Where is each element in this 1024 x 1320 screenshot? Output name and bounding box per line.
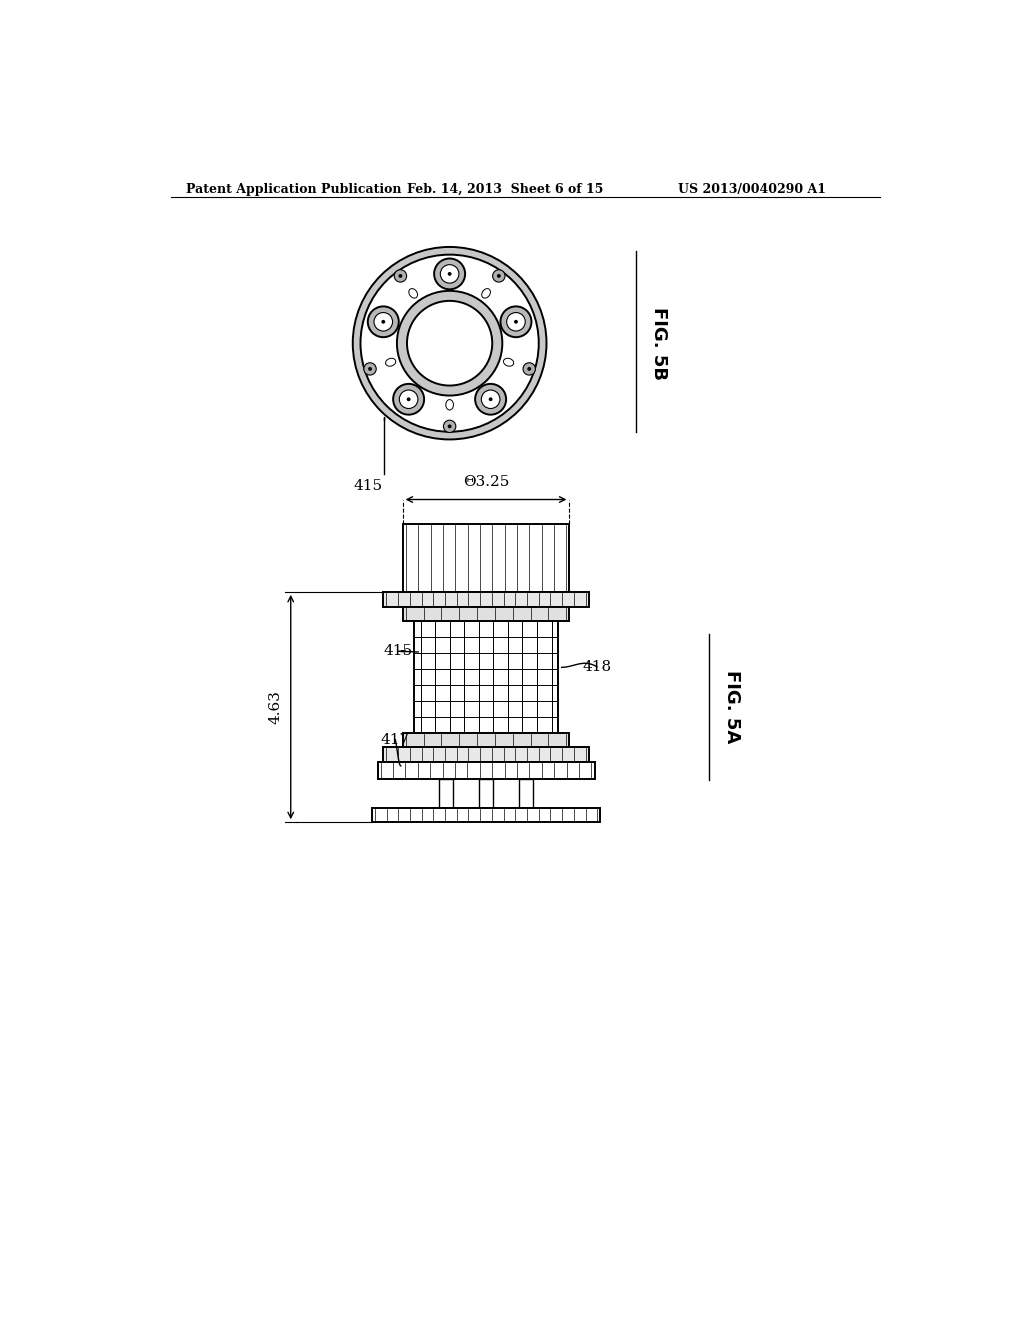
Bar: [372, 808, 600, 822]
Ellipse shape: [445, 400, 454, 411]
Circle shape: [352, 247, 547, 440]
Text: 415: 415: [353, 479, 383, 492]
Text: 415: 415: [383, 644, 413, 659]
Circle shape: [434, 259, 465, 289]
Text: Θ3.25: Θ3.25: [463, 475, 509, 488]
Circle shape: [393, 384, 424, 414]
Circle shape: [374, 313, 392, 331]
Circle shape: [447, 272, 452, 276]
Bar: [415, 622, 558, 733]
Ellipse shape: [386, 358, 395, 366]
Bar: [519, 779, 534, 808]
Circle shape: [399, 389, 418, 408]
Circle shape: [443, 420, 456, 433]
Text: 417: 417: [381, 733, 410, 747]
Circle shape: [507, 313, 525, 331]
Circle shape: [475, 384, 506, 414]
Circle shape: [368, 306, 398, 337]
Circle shape: [397, 290, 503, 396]
Circle shape: [523, 363, 536, 375]
Circle shape: [488, 397, 493, 401]
Circle shape: [514, 319, 518, 323]
Text: 4.63: 4.63: [268, 690, 283, 723]
Bar: [383, 591, 589, 607]
Bar: [438, 779, 453, 808]
Text: FIG. 5A: FIG. 5A: [723, 671, 741, 743]
Ellipse shape: [504, 358, 514, 366]
Circle shape: [398, 275, 402, 277]
Circle shape: [368, 367, 372, 371]
Bar: [402, 733, 569, 747]
Circle shape: [381, 319, 385, 323]
Circle shape: [360, 255, 539, 432]
Circle shape: [407, 301, 493, 385]
Text: 418: 418: [583, 660, 611, 673]
Text: Feb. 14, 2013  Sheet 6 of 15: Feb. 14, 2013 Sheet 6 of 15: [407, 183, 603, 197]
Circle shape: [407, 397, 411, 401]
Bar: [479, 779, 493, 808]
Text: US 2013/0040290 A1: US 2013/0040290 A1: [678, 183, 826, 197]
Circle shape: [527, 367, 531, 371]
Circle shape: [364, 363, 376, 375]
Circle shape: [394, 269, 407, 282]
Bar: [378, 762, 595, 779]
Circle shape: [501, 306, 531, 337]
Ellipse shape: [481, 289, 490, 298]
Circle shape: [447, 425, 452, 428]
Circle shape: [497, 275, 501, 277]
Bar: [402, 607, 569, 622]
Bar: [402, 524, 569, 591]
Ellipse shape: [409, 289, 418, 298]
Circle shape: [481, 389, 500, 408]
Circle shape: [440, 264, 459, 284]
Circle shape: [493, 269, 505, 282]
Bar: [383, 747, 589, 762]
Text: Patent Application Publication: Patent Application Publication: [186, 183, 401, 197]
Text: FIG. 5B: FIG. 5B: [649, 306, 668, 380]
